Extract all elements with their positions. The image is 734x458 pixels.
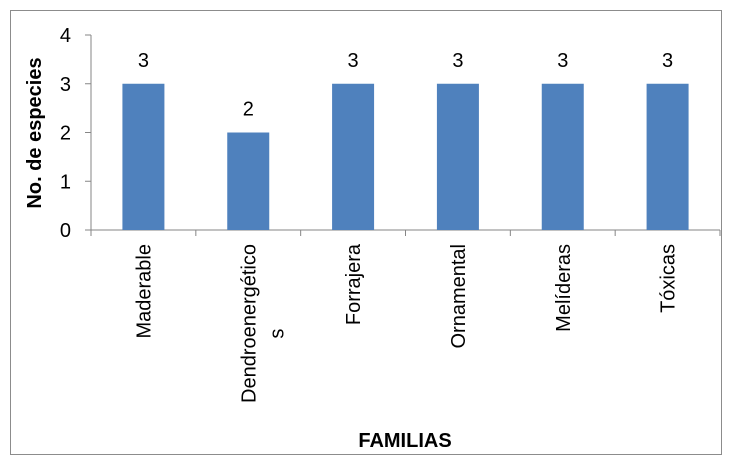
axes-group	[85, 34, 721, 236]
x-tick-label: Maderable	[133, 244, 155, 339]
x-tick-label: Ornamental	[448, 244, 470, 349]
bar	[646, 83, 689, 230]
x-tick-label-line: Ornamental	[448, 244, 470, 349]
x-tick-label-line: Dendroenergético	[238, 244, 260, 403]
x-tick-label-line: Tóxicas	[658, 244, 680, 313]
y-tick-label: 1	[60, 171, 71, 193]
y-tick-label: 3	[60, 74, 71, 96]
data-label: 3	[452, 50, 463, 72]
x-axis-title: FAMILIAS	[358, 430, 451, 452]
bar	[541, 83, 584, 230]
y-tick-label: 0	[60, 220, 71, 242]
y-tick-label: 4	[60, 25, 71, 47]
data-label: 3	[557, 50, 568, 72]
bar	[122, 83, 165, 230]
bar	[436, 83, 479, 230]
x-tick-label-line: s	[266, 329, 288, 339]
x-tick-label: Tóxicas	[658, 244, 680, 313]
data-label: 2	[243, 99, 254, 121]
x-tick-label-line: Melíderas	[553, 244, 575, 332]
x-tick-label: Forrajera	[343, 243, 365, 325]
bar	[227, 132, 270, 230]
y-tick-label: 2	[60, 123, 71, 145]
x-tick-label: Melíderas	[553, 244, 575, 332]
data-label: 3	[138, 50, 149, 72]
y-axis-title: No. de especies	[24, 57, 46, 208]
x-tick-label: Dendroenergético s	[238, 244, 288, 403]
bar	[332, 83, 375, 230]
x-tick-label-line: Maderable	[133, 244, 155, 339]
labels-group: 0 1 2 3 4 3 Maderable 2 Dendroenergético s 3 Forraj…	[60, 25, 680, 403]
bars-group	[122, 83, 689, 230]
x-tick-label-line: Forrajera	[343, 243, 365, 325]
data-label: 3	[662, 50, 673, 72]
data-label: 3	[348, 50, 359, 72]
